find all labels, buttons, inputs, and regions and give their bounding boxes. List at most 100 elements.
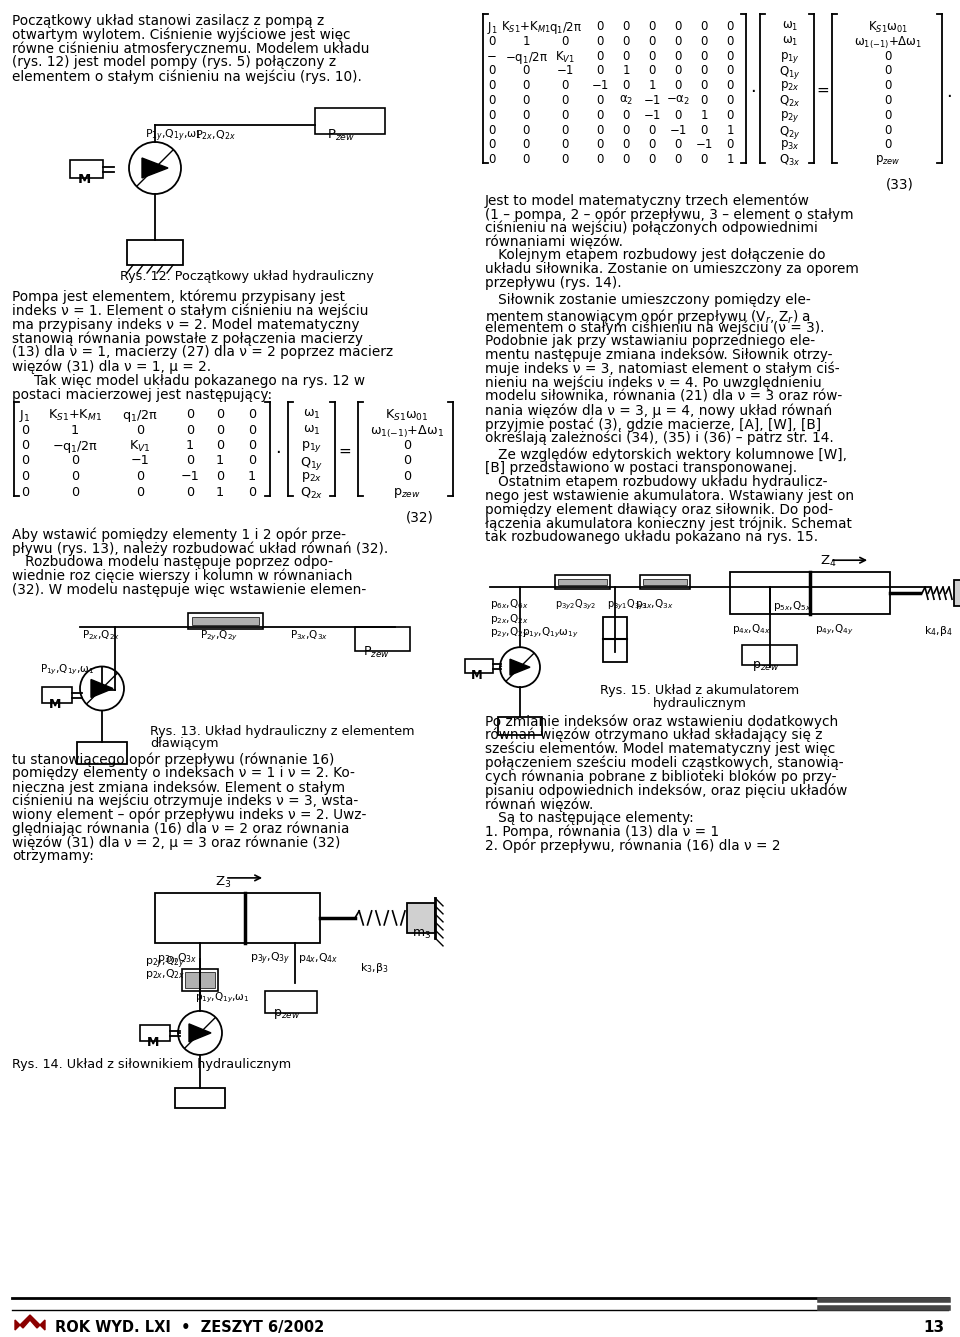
Text: 0: 0 [562, 139, 568, 151]
Text: 0: 0 [727, 79, 733, 92]
Text: ω$_1$: ω$_1$ [303, 408, 321, 421]
Text: m$_3$: m$_3$ [412, 928, 431, 941]
Text: 0: 0 [522, 123, 530, 136]
Text: 1: 1 [727, 154, 733, 166]
Text: M: M [49, 698, 61, 710]
Text: 0: 0 [622, 49, 630, 63]
Bar [558, 579, 607, 586]
Text: 0: 0 [216, 439, 224, 452]
Text: P$_{2y}$,Q$_{2y}$: P$_{2y}$,Q$_{2y}$ [200, 628, 238, 643]
Text: P$_{1y}$,Q$_{1y}$,ω$_1$: P$_{1y}$,Q$_{1y}$,ω$_1$ [145, 128, 202, 144]
Text: 0: 0 [674, 64, 682, 78]
Text: 0: 0 [596, 123, 604, 136]
Text: 0: 0 [522, 139, 530, 151]
Text: p$_{3y2}$Q$_{3y2}$: p$_{3y2}$Q$_{3y2}$ [555, 598, 596, 611]
Text: Są to następujące elementy:: Są to następujące elementy: [485, 810, 694, 825]
Text: 0: 0 [727, 20, 733, 33]
Text: K$_{S1}$ω$_{01}$: K$_{S1}$ω$_{01}$ [385, 408, 429, 422]
Text: 0: 0 [21, 439, 29, 452]
Text: ROK WYD. LXI  •  ZESZYT 6/2002: ROK WYD. LXI • ZESZYT 6/2002 [55, 1320, 324, 1336]
Text: p$_{zew}$: p$_{zew}$ [273, 1007, 300, 1021]
Text: ω$_{1(-1)}$+Δω$_1$: ω$_{1(-1)}$+Δω$_1$ [370, 424, 444, 440]
Text: 0: 0 [596, 154, 604, 166]
Text: elementem o stałym ciśnieniu na wejściu (rys. 10).: elementem o stałym ciśnieniu na wejściu … [12, 70, 362, 84]
Text: Rys. 12. Początkowy układ hydrauliczny: Rys. 12. Początkowy układ hydrauliczny [120, 270, 373, 283]
Text: 0: 0 [248, 485, 256, 499]
Text: (33): (33) [886, 178, 914, 191]
Text: 1: 1 [71, 424, 79, 436]
Text: Siłownik zostanie umieszczony pomiędzy ele-: Siłownik zostanie umieszczony pomiędzy e… [485, 293, 811, 306]
Text: 0: 0 [562, 154, 568, 166]
Text: 0: 0 [21, 424, 29, 436]
Text: 0: 0 [648, 49, 656, 63]
Text: 0: 0 [884, 79, 892, 92]
Text: 0: 0 [71, 455, 79, 468]
Text: Ze względów edytorskich wektory kolumnowe [W],: Ze względów edytorskich wektory kolumnow… [485, 448, 847, 463]
Text: 0: 0 [562, 79, 568, 92]
Text: ω$_1$: ω$_1$ [781, 20, 798, 33]
Text: 0: 0 [489, 64, 495, 78]
Text: (32): (32) [406, 511, 434, 524]
Text: otwartym wylotem. Ciśnienie wyjściowe jest więc: otwartym wylotem. Ciśnienie wyjściowe je… [12, 28, 350, 43]
Text: p$_{2x}$,Q$_{2x}$: p$_{2x}$,Q$_{2x}$ [490, 612, 528, 626]
Text: 0: 0 [700, 20, 708, 33]
Polygon shape [15, 1316, 45, 1330]
Text: =: = [339, 444, 351, 459]
Text: 1: 1 [622, 64, 630, 78]
Text: indeks ν = 1. Element o stałym ciśnieniu na wejściu: indeks ν = 1. Element o stałym ciśnieniu… [12, 303, 369, 318]
Text: dławiącym: dławiącym [150, 738, 219, 750]
Text: 0: 0 [727, 94, 733, 107]
Text: ględniając równania (16) dla ν = 2 oraz równania: ględniając równania (16) dla ν = 2 oraz … [12, 821, 349, 836]
Text: 0: 0 [403, 455, 411, 468]
Text: (1 – pompa, 2 – opór przepływu, 3 – element o stałym: (1 – pompa, 2 – opór przepływu, 3 – elem… [485, 207, 853, 222]
Text: Z$_4$: Z$_4$ [820, 555, 836, 570]
Text: ciśnieniu na wejściu otrzymuje indeks ν = 3, wsta-: ciśnieniu na wejściu otrzymuje indeks ν … [12, 794, 358, 809]
Text: łączenia akumulatora konieczny jest trójnik. Schemat: łączenia akumulatora konieczny jest trój… [485, 516, 852, 531]
Text: Rozbudowa modelu następuje poprzez odpo-: Rozbudowa modelu następuje poprzez odpo- [12, 555, 333, 570]
Text: muje indeks ν = 3, natomiast element o stałym ciś-: muje indeks ν = 3, natomiast element o s… [485, 362, 840, 376]
Text: M: M [78, 172, 91, 186]
Text: 0: 0 [562, 108, 568, 122]
Bar [188, 612, 263, 628]
Text: nego jest wstawienie akumulatora. Wstawiany jest on: nego jest wstawienie akumulatora. Wstawi… [485, 489, 854, 503]
Text: 0: 0 [622, 123, 630, 136]
Text: P$_{1y}$,Q$_{1y}$,ω$_1$: P$_{1y}$,Q$_{1y}$,ω$_1$ [40, 663, 94, 677]
Text: 2. Opór przepływu, równania (16) dla ν = 2: 2. Opór przepływu, równania (16) dla ν =… [485, 838, 780, 853]
Text: p$_{2y}$,Q$_{2y}$: p$_{2y}$,Q$_{2y}$ [145, 955, 185, 971]
Text: 0: 0 [71, 471, 79, 483]
Bar [407, 902, 435, 933]
Text: 0: 0 [562, 35, 568, 48]
Text: pływu (rys. 13), należy rozbudować układ równań (32).: pływu (rys. 13), należy rozbudować układ… [12, 541, 388, 556]
Bar [730, 572, 890, 614]
Text: Jest to model matematyczny trzech elementów: Jest to model matematyczny trzech elemen… [485, 194, 810, 207]
Text: równań więzów otrzymano układ składający się z: równań więzów otrzymano układ składający… [485, 729, 823, 742]
Text: 0: 0 [216, 424, 224, 436]
Text: (13) dla ν = 1, macierzy (27) dla ν = 2 poprzez macierz: (13) dla ν = 1, macierzy (27) dla ν = 2 … [12, 345, 394, 360]
Text: 0: 0 [136, 471, 144, 483]
Text: 0: 0 [648, 154, 656, 166]
Bar [77, 742, 127, 763]
Text: Q$_{1y}$: Q$_{1y}$ [300, 455, 324, 472]
Text: 0: 0 [248, 424, 256, 436]
Text: układu siłownika. Zostanie on umieszczony za oporem: układu siłownika. Zostanie on umieszczon… [485, 262, 859, 277]
Text: Po zmianie indeksów oraz wstawieniu dodatkowych: Po zmianie indeksów oraz wstawieniu doda… [485, 714, 838, 729]
Text: 0: 0 [884, 49, 892, 63]
Text: 0: 0 [648, 64, 656, 78]
Bar [127, 241, 183, 265]
Text: 0: 0 [522, 108, 530, 122]
Text: p$_{4x}$,Q$_{4x}$: p$_{4x}$,Q$_{4x}$ [732, 622, 771, 636]
Text: [B] przedstawiono w postaci transponowanej.: [B] przedstawiono w postaci transponowan… [485, 461, 797, 476]
Text: −1: −1 [556, 64, 574, 78]
Text: 0: 0 [884, 64, 892, 78]
Text: −1: −1 [643, 94, 660, 107]
Text: Pompa jest elementem, któremu przypisany jest: Pompa jest elementem, któremu przypisany… [12, 290, 345, 305]
Bar [742, 646, 797, 666]
Bar [498, 717, 542, 735]
Text: ciśnieniu na wejściu) połączonych odpowiednimi: ciśnieniu na wejściu) połączonych odpowi… [485, 221, 818, 235]
Text: 0: 0 [700, 123, 708, 136]
Text: P$_{2x}$,Q$_{2x}$: P$_{2x}$,Q$_{2x}$ [82, 628, 120, 642]
Text: p$_{1y}$,Q$_{1y}$,ω$_1$: p$_{1y}$,Q$_{1y}$,ω$_1$ [195, 991, 250, 1005]
Text: q$_1$/2π: q$_1$/2π [548, 20, 582, 36]
Bar [555, 575, 610, 590]
Text: 0: 0 [884, 123, 892, 136]
